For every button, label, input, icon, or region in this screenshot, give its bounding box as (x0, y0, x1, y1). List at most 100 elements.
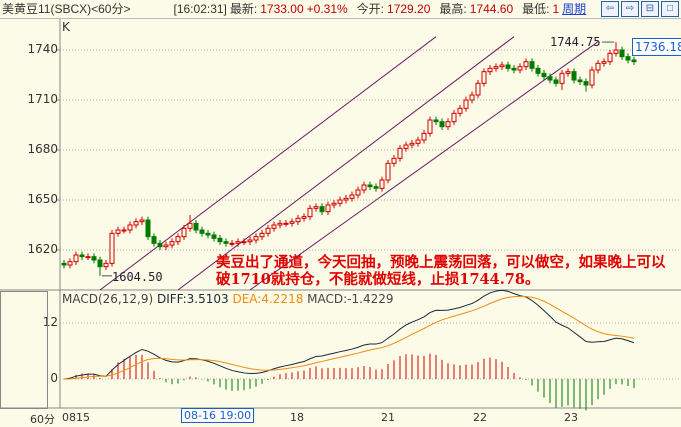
high-label: 最高: (439, 2, 467, 16)
candle-body (403, 144, 409, 149)
candle-body (397, 147, 403, 159)
candle-body (181, 227, 187, 238)
candle-body (271, 224, 277, 229)
dea-line (63, 295, 635, 380)
candle-body (61, 262, 67, 266)
candle-body (595, 62, 601, 71)
candle-body (589, 69, 595, 86)
analysis-annotation: 美豆出了通道，今天回抽，预晚上震荡回落，可以做空，如果晚上可以破1710就持仓，… (216, 254, 666, 288)
y-tick-label: 1650 (27, 192, 58, 206)
candle-body (481, 71, 487, 84)
diff-value: DIFF:3.5103 (156, 292, 229, 306)
open-label: 今开: (356, 2, 385, 16)
candle-body (163, 244, 169, 248)
symbol-title: 美黄豆11(SBCX)<60分> (2, 2, 131, 16)
candle-body (553, 79, 559, 84)
candle-body (547, 76, 553, 81)
candle-body (535, 67, 541, 74)
candle-body (253, 236, 259, 241)
candle-body (493, 66, 499, 69)
candle-body (223, 241, 229, 244)
candle-body (331, 202, 337, 206)
candle-body (529, 61, 535, 69)
latest-value: 1733.00 (260, 2, 304, 16)
candle-body (607, 52, 613, 63)
time-label: 23 (564, 411, 578, 424)
candle-body (577, 79, 583, 83)
channel-line (177, 36, 515, 290)
indicator-selector-box[interactable] (0, 291, 48, 409)
candle-body (355, 189, 361, 196)
candle-body (211, 234, 217, 239)
candle-body (571, 71, 577, 81)
low-label: 最低: (522, 2, 550, 16)
candle-body (91, 256, 97, 261)
candle-body (523, 61, 529, 68)
arrow-right-icon[interactable]: ⇨ (621, 1, 639, 17)
candle-body (583, 81, 589, 86)
candle-body (187, 222, 193, 229)
candle-body (475, 82, 481, 96)
window-icon[interactable]: □ (661, 1, 679, 17)
candle-body (385, 162, 391, 181)
high-marker-label: 1744.75 (550, 35, 601, 49)
candle-body (205, 232, 211, 236)
change-value: +0.31% (306, 2, 348, 16)
macd-y-tick-label: 0 (50, 371, 58, 385)
candle-body (409, 142, 415, 146)
candle-body (343, 197, 349, 201)
candle-body (421, 132, 427, 141)
candle-body (391, 157, 397, 164)
candle-body (319, 206, 325, 213)
period-link[interactable]: 周期 (562, 2, 587, 16)
candle-body (79, 254, 85, 258)
candle-body (217, 237, 223, 243)
dea-value: DEA:4.2218 (232, 292, 304, 306)
split-icon[interactable]: ⊟ (641, 1, 659, 17)
candle-body (469, 94, 475, 101)
candle-body (619, 49, 625, 58)
candle-body (433, 119, 439, 123)
candle-body (625, 56, 631, 61)
candle-body (289, 221, 295, 224)
candle-body (349, 194, 355, 199)
low-value: 1 (552, 2, 560, 16)
candle-body (115, 229, 121, 234)
candle-body (301, 216, 307, 219)
time-label: 0815 (62, 411, 90, 424)
candle-body (139, 219, 145, 223)
candle-body (199, 229, 205, 234)
candle-body (175, 236, 181, 243)
candle-body (487, 67, 493, 73)
channel-line (249, 41, 599, 290)
arrow-left-icon[interactable]: ⇦ (601, 1, 619, 17)
candle-body (157, 242, 163, 248)
candle-body (169, 241, 175, 246)
y-tick-label: 1620 (27, 242, 58, 256)
candle-body (337, 199, 343, 204)
candle-body (559, 72, 565, 84)
candle-body (499, 64, 505, 68)
candle-body (511, 67, 517, 71)
candle-body (457, 107, 463, 114)
candle-body (565, 71, 571, 74)
candle-body (193, 222, 199, 231)
candle-body (151, 236, 157, 244)
time-label: 21 (381, 411, 395, 424)
candle-body (265, 227, 271, 234)
candle-body (121, 229, 127, 232)
candle-body (145, 219, 151, 238)
candle-body (229, 242, 235, 245)
quote-row: 美黄豆11(SBCX)<60分> [16:02:31] 最新: 1733.00 … (2, 0, 586, 18)
candle-body (133, 221, 139, 226)
candle-body (451, 112, 457, 123)
toolbar-buttons: ⇦ ⇨ ⊟ □ (601, 1, 679, 17)
y-tick-label: 1710 (27, 92, 58, 106)
low-marker-label: 1604.50 (112, 270, 163, 284)
macd-y-tick-label: 12 (42, 315, 58, 329)
candle-body (601, 61, 607, 64)
high-value: 1744.60 (469, 2, 514, 16)
channel-line (99, 36, 437, 290)
candle-body (505, 64, 511, 69)
